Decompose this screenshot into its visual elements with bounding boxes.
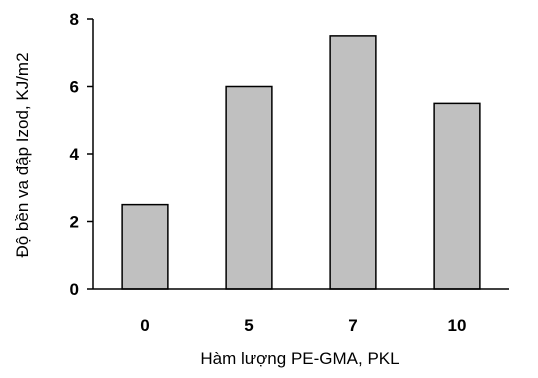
bar bbox=[433, 102, 481, 290]
x-tick-label: 0 bbox=[140, 316, 149, 335]
x-axis-ticks: 0 5 7 10 bbox=[140, 316, 466, 335]
bar bbox=[121, 203, 169, 290]
bar bbox=[329, 35, 377, 290]
y-tick-label: 4 bbox=[70, 145, 80, 164]
x-tick-label: 7 bbox=[348, 316, 357, 335]
bar bbox=[225, 85, 273, 290]
y-tick-label: 0 bbox=[70, 280, 79, 299]
x-axis-title: Hàm lượng PE-GMA, PKL bbox=[200, 349, 399, 368]
y-axis-ticks: 0 2 4 6 8 bbox=[70, 10, 93, 299]
axes bbox=[92, 19, 509, 290]
y-tick-label: 8 bbox=[70, 10, 79, 29]
y-axis-title: Độ bền va đập Izod, KJ/m2 bbox=[13, 52, 32, 257]
y-tick-label: 2 bbox=[70, 213, 79, 232]
bar-group bbox=[121, 35, 481, 290]
y-tick-label: 6 bbox=[70, 78, 79, 97]
x-tick-label: 10 bbox=[448, 316, 467, 335]
x-tick-label: 5 bbox=[244, 316, 253, 335]
